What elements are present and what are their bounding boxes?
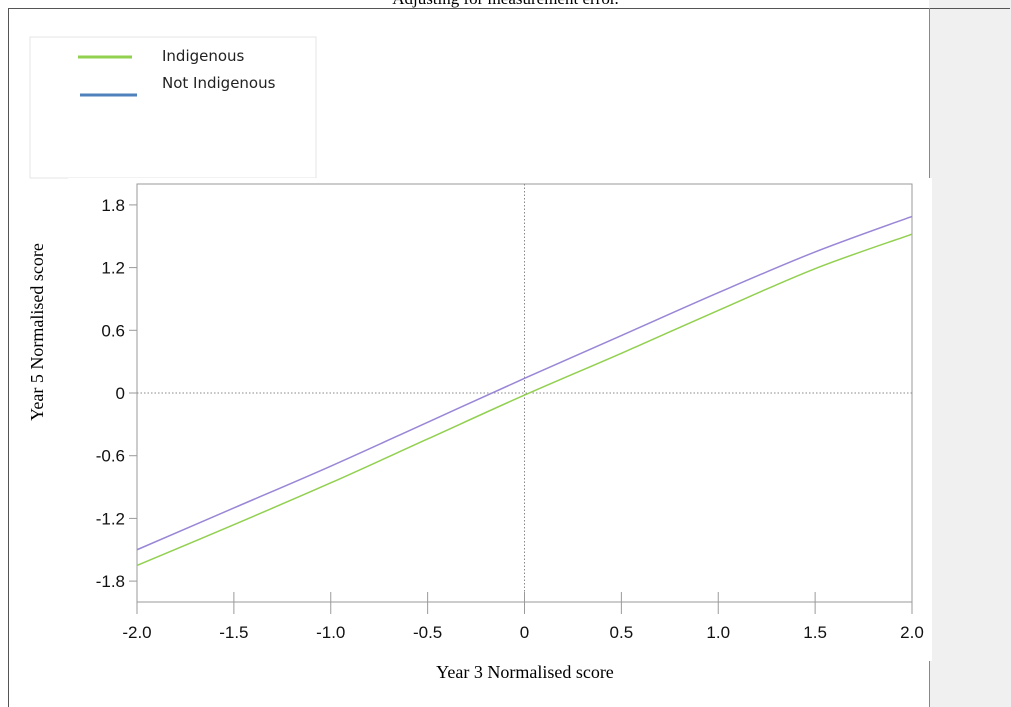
series-line-not-indigenous <box>136 215 913 551</box>
x-axis-title: Year 3 Normalised score <box>436 662 614 682</box>
figure-caption: Adjusting for measurement error. <box>0 0 1011 9</box>
y-tick-label: 1.8 <box>101 196 125 215</box>
y-tick-label: -1.2 <box>96 509 125 528</box>
x-tick-label: -0.5 <box>413 623 442 642</box>
y-tick-label: -0.6 <box>96 447 125 466</box>
y-tick-label: -1.8 <box>96 572 125 591</box>
plot-background <box>68 178 932 661</box>
legend-box <box>29 36 317 179</box>
legend-label-indigenous: Indigenous <box>162 47 245 65</box>
x-tick-label: 1.5 <box>803 623 827 642</box>
x-tick-label: -2.0 <box>122 623 151 642</box>
y-axis: 1.8 1.2 0.6 0 -0.6 -1.2 -1.8 <box>96 196 137 591</box>
series-lines <box>136 215 913 567</box>
table-border-top <box>8 8 1010 9</box>
x-axis: -2.0 -1.5 -1.0 -0.5 0 0.5 1.0 1.5 2.0 <box>122 592 924 642</box>
x-tick-label: 0.5 <box>610 623 634 642</box>
x-tick-label: 2.0 <box>900 623 924 642</box>
x-tick-label: 0 <box>520 623 529 642</box>
y-tick-label: 0 <box>116 384 125 403</box>
x-tick-label: -1.0 <box>316 623 345 642</box>
y-tick-label: 0.6 <box>101 321 125 340</box>
x-tick-label: 1.0 <box>706 623 730 642</box>
comment-sidebar <box>929 0 1011 707</box>
y-tick-label: 1.2 <box>101 259 125 278</box>
series-line-indigenous <box>136 233 913 567</box>
y-axis-title: Year 5 Normalised score <box>27 243 47 421</box>
legend-label-not-indigenous: Not Indigenous <box>162 74 276 92</box>
x-tick-label: -1.5 <box>219 623 248 642</box>
table-border-left <box>8 8 9 707</box>
